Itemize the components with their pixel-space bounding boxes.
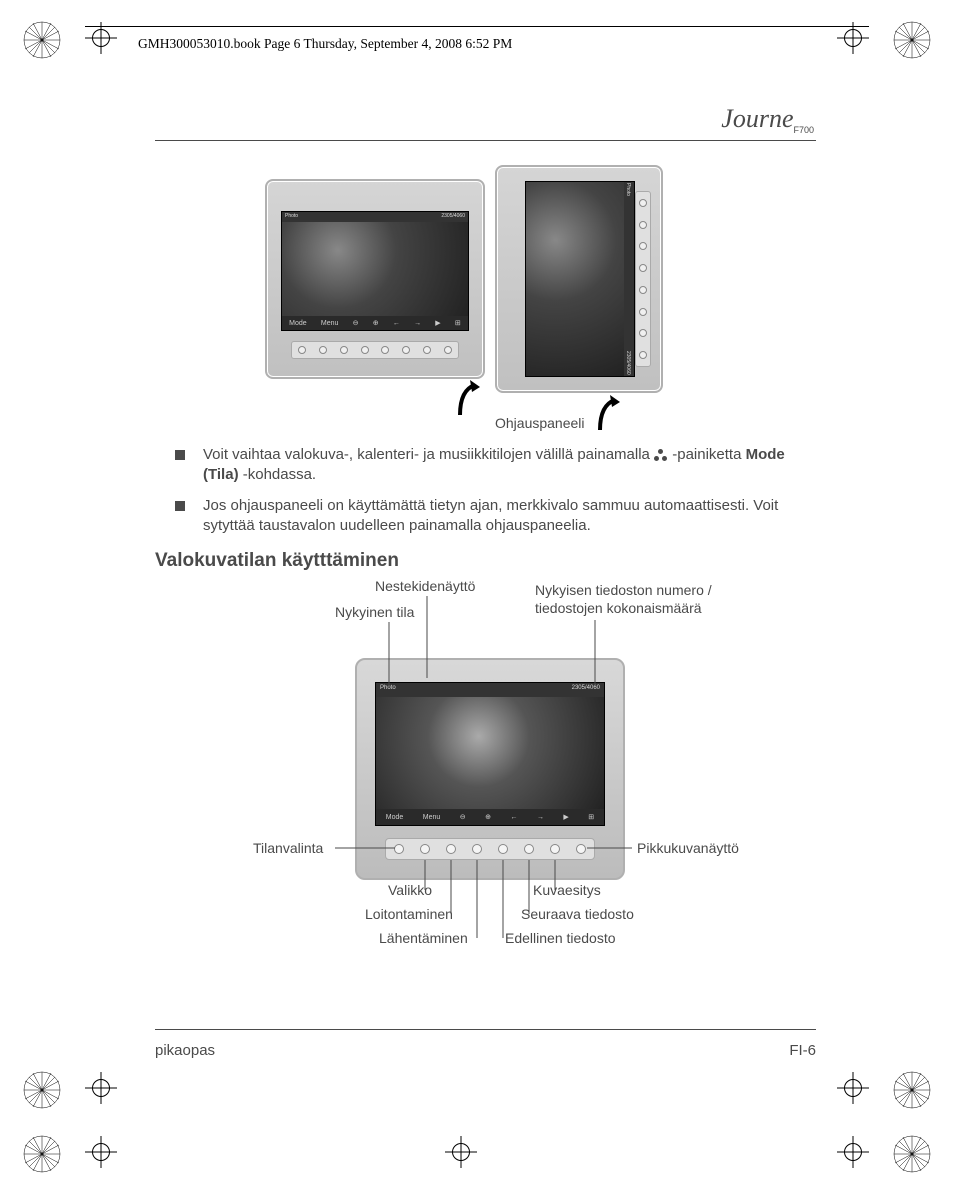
- header-text: GMH300053010.book Page 6 Thursday, Septe…: [138, 36, 512, 52]
- section-heading: Valokuvatilan käytttäminen: [155, 550, 816, 572]
- bottom-rule: [155, 1029, 816, 1030]
- top-rule: [155, 140, 816, 141]
- bullet-text: -kohdassa.: [239, 466, 317, 483]
- photo-area: [282, 222, 468, 316]
- brand-logo: JourneF700: [721, 104, 814, 135]
- bullet-list: Voit vaihtaa valokuva-, kalenteri- ja mu…: [175, 445, 816, 536]
- reg-mark: [22, 1134, 62, 1174]
- status-mode: Photo: [285, 213, 298, 221]
- logo-main: Journe: [721, 104, 793, 133]
- bullet-text: Voit vaihtaa valokuva-, kalenteri- ja mu…: [203, 446, 654, 463]
- status-count: 2305/4060: [441, 213, 465, 221]
- bullet-item: Jos ohjauspaneeli on käyttämättä tietyn …: [175, 496, 816, 537]
- leader-lines: [205, 578, 765, 958]
- reg-mark: [892, 1070, 932, 1110]
- logo-model: F700: [793, 125, 814, 135]
- device-horizontal: Photo2305/4060 ModeMenu⊖⊕←→▶⊞: [265, 179, 485, 379]
- bullet-text: -painiketta: [672, 446, 745, 463]
- crosshair-icon: [85, 1136, 117, 1168]
- arrow-icon: [455, 380, 485, 420]
- footer-right: FI-6: [789, 1042, 816, 1059]
- control-panel-h: [291, 341, 459, 359]
- reg-mark: [22, 20, 62, 60]
- mode-icon: [654, 449, 668, 461]
- bullet-text: Jos ohjauspaneeli on käyttämättä tietyn …: [203, 497, 778, 534]
- reg-mark: [22, 1070, 62, 1110]
- reg-mark: [892, 1134, 932, 1174]
- crosshair-icon: [837, 1136, 869, 1168]
- footer-left: pikaopas: [155, 1042, 215, 1059]
- reg-mark: [892, 20, 932, 60]
- photo-mode-diagram: Nestekidenäyttö Nykyinen tila Nykyisen t…: [205, 578, 816, 968]
- device-orientation-figure: Photo2305/4060 ModeMenu⊖⊕←→▶⊞ Photo2305/…: [265, 165, 816, 435]
- control-panel-label: Ohjauspaneeli: [495, 415, 585, 431]
- bullet-item: Voit vaihtaa valokuva-, kalenteri- ja mu…: [175, 445, 816, 486]
- arrow-icon: [595, 395, 625, 435]
- crosshair-icon: [445, 1136, 477, 1168]
- header-rule: [85, 26, 869, 27]
- crosshair-icon: [85, 1072, 117, 1104]
- device-vertical: Photo2305/4060: [495, 165, 663, 393]
- control-panel-v: [635, 191, 651, 367]
- crosshair-icon: [837, 1072, 869, 1104]
- page-content: Photo2305/4060 ModeMenu⊖⊕←→▶⊞ Photo2305/…: [155, 165, 816, 968]
